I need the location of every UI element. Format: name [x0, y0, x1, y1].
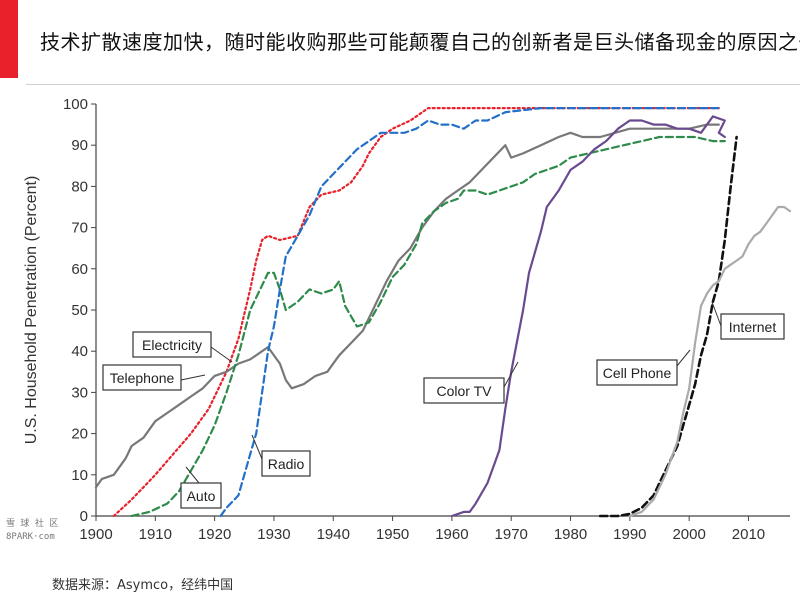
y-tick-label: 70	[71, 220, 88, 237]
y-tick-label: 100	[63, 96, 88, 113]
x-tick-label: 1960	[435, 526, 468, 543]
y-tick-label: 80	[71, 178, 88, 195]
series-line-radio	[219, 107, 720, 518]
label-box-telephone	[102, 364, 182, 391]
y-tick-label: 60	[71, 261, 88, 278]
label-leader-auto	[185, 466, 200, 484]
label-leader-electricity	[210, 346, 233, 363]
label-text-internet: Internet	[729, 319, 777, 335]
label-box-internet	[720, 313, 785, 340]
axes: 0 10 20 30 40 50 60 70 80 90 100 1900 1910 1920 1930 19…	[63, 96, 790, 543]
label-text-cell-phone: Cell Phone	[603, 365, 672, 381]
x-tick-label: 1930	[257, 526, 290, 543]
series-line-internet	[628, 205, 792, 518]
x-tick-label: 2010	[732, 526, 765, 543]
label-leader-radio	[251, 434, 263, 460]
label-box-electricity	[132, 331, 212, 358]
series-line-electricity	[112, 107, 720, 518]
series-lines	[94, 107, 792, 518]
x-tick-label: 2000	[672, 526, 705, 543]
watermark-line-2: 8PARK·com	[6, 532, 55, 542]
label-box-color-tv	[423, 377, 505, 404]
accent-bar	[0, 0, 18, 78]
label-leader-internet	[711, 301, 722, 327]
label-box-radio	[261, 450, 311, 477]
x-tick-label: 1900	[79, 526, 112, 543]
y-tick-label: 30	[71, 384, 88, 401]
x-tick-label: 1980	[554, 526, 587, 543]
y-tick-label: 90	[71, 137, 88, 154]
x-tick-label: 1940	[317, 526, 350, 543]
x-tick-label: 1990	[613, 526, 646, 543]
label-leader-telephone	[180, 374, 206, 381]
label-text-telephone: Telephone	[110, 370, 175, 386]
label-leader-color-tv	[503, 361, 519, 388]
label-box-cell-phone	[596, 359, 678, 386]
y-axis-label: U.S. Household Penetration (Percent)	[23, 176, 40, 445]
label-text-color-tv: Color TV	[437, 383, 493, 399]
series-line-telephone	[94, 123, 720, 489]
label-box-auto	[180, 482, 222, 509]
header-divider	[26, 84, 800, 85]
page-title: 技术扩散速度加快，随时能收购那些可能颠覆自己的创新者是巨头储备现金的原因之一	[40, 30, 800, 54]
label-text-electricity: Electricity	[142, 337, 202, 353]
y-tick-label: 40	[71, 343, 88, 360]
series-line-auto	[130, 135, 726, 518]
source-note: 数据来源：Asymco，经纬中国	[52, 578, 234, 593]
label-leader-cell-phone	[676, 349, 691, 367]
label-text-radio: Radio	[268, 456, 305, 472]
series-labels: Electricity Telephone Auto Radio Color TV Cel…	[102, 301, 785, 509]
watermark-line-1: 雪 球 社 区	[6, 519, 59, 529]
y-tick-label: 50	[71, 302, 88, 319]
series-line-color-tv	[450, 115, 726, 518]
x-tick-label: 1950	[376, 526, 409, 543]
y-tick-label: 20	[71, 426, 88, 443]
watermark: 雪 球 社 区 8PARK·com	[6, 518, 58, 544]
x-tick-label: 1970	[495, 526, 528, 543]
y-tick-label: 0	[80, 508, 88, 525]
label-text-auto: Auto	[187, 488, 216, 504]
x-tick-label: 1910	[139, 526, 172, 543]
series-line-cell-phone	[598, 135, 738, 518]
x-tick-label: 1920	[198, 526, 231, 543]
y-tick-label: 10	[71, 467, 88, 484]
